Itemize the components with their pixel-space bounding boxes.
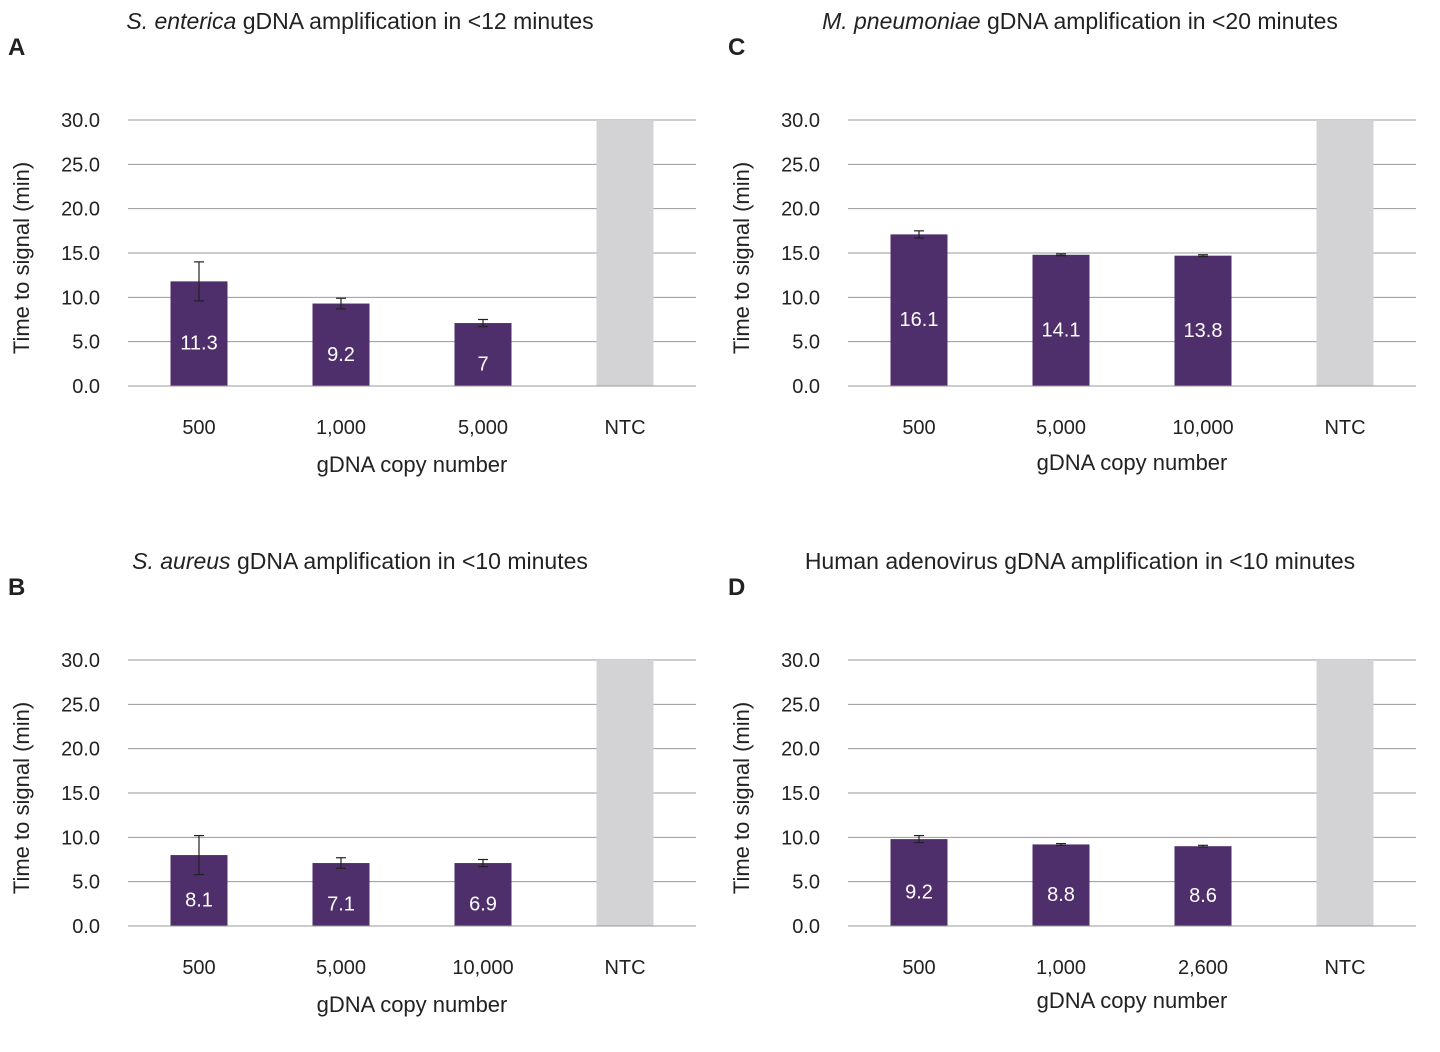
y-tick-label: 5.0 <box>72 332 100 354</box>
x-tick-label: 10,000 <box>1172 417 1233 439</box>
data-label: 8.6 <box>1189 885 1217 907</box>
y-tick-label: 30.0 <box>61 110 100 132</box>
y-tick-label: 20.0 <box>781 199 820 221</box>
bar <box>1316 660 1374 926</box>
chart-title: Human adenovirus gDNA amplification in <… <box>804 548 1356 574</box>
bar <box>890 839 948 926</box>
y-tick-label: 15.0 <box>61 783 100 805</box>
y-tick-label: 20.0 <box>61 199 100 221</box>
x-tick-label: 500 <box>182 957 215 979</box>
bar <box>454 863 512 926</box>
bar <box>1032 844 1090 926</box>
x-tick-label: 10,000 <box>452 957 513 979</box>
y-tick-label: 5.0 <box>792 872 820 894</box>
bar <box>312 303 370 386</box>
chart-plot: 0.0 5.0 10.0 15.0 20.0 25.0 30.0 11.3 500 9.2 1,00… <box>61 110 696 439</box>
y-tick-label: 25.0 <box>781 694 820 716</box>
x-tick-label: NTC <box>1324 957 1365 979</box>
bar <box>1316 120 1374 386</box>
y-tick-label: 30.0 <box>781 650 820 672</box>
y-tick-label: 15.0 <box>781 243 820 265</box>
bar <box>596 120 654 386</box>
x-tick-label: 5,000 <box>316 957 366 979</box>
x-tick-label: 5,000 <box>458 417 508 439</box>
y-tick-label: 25.0 <box>781 154 820 176</box>
x-tick-label: 5,000 <box>1036 417 1086 439</box>
chart-title: S. enterica gDNA amplification in <12 mi… <box>126 8 594 34</box>
y-tick-label: 10.0 <box>61 287 100 309</box>
y-tick-label: 20.0 <box>781 739 820 761</box>
x-tick-label: 1,000 <box>1036 957 1086 979</box>
panel-d: Human adenovirus gDNA amplification in <… <box>720 540 1440 1052</box>
bar <box>312 863 370 926</box>
y-tick-label: 15.0 <box>781 783 820 805</box>
y-tick-label: 0.0 <box>792 376 820 398</box>
x-axis-label: gDNA copy number <box>316 452 508 477</box>
y-tick-label: 0.0 <box>72 376 100 398</box>
bar <box>454 323 512 386</box>
bar <box>890 234 948 386</box>
panel-letter: D <box>728 574 746 601</box>
data-label: 8.1 <box>185 890 213 912</box>
panel-a: S. enterica gDNA amplification in <12 mi… <box>0 0 720 512</box>
y-tick-label: 20.0 <box>61 739 100 761</box>
panel-c: M. pneumoniae gDNA amplification in <20 … <box>720 0 1440 512</box>
data-label: 9.2 <box>327 344 355 366</box>
panel-letter: A <box>8 34 26 61</box>
x-tick-label: 500 <box>182 417 215 439</box>
x-tick-label: NTC <box>1324 417 1365 439</box>
x-tick-label: 1,000 <box>316 417 366 439</box>
data-label: 7 <box>477 354 488 376</box>
data-label: 13.8 <box>1184 320 1223 342</box>
bar <box>1174 846 1232 926</box>
data-label: 14.1 <box>1042 319 1081 341</box>
chart-plot: 0.0 5.0 10.0 15.0 20.0 25.0 30.0 16.1 500 14.1 5,0… <box>781 110 1416 439</box>
x-tick-label: NTC <box>604 957 645 979</box>
data-label: 6.9 <box>469 894 497 916</box>
y-tick-label: 30.0 <box>61 650 100 672</box>
data-label: 16.1 <box>900 309 939 331</box>
y-tick-label: 5.0 <box>792 332 820 354</box>
y-tick-label: 25.0 <box>61 154 100 176</box>
chart-plot: 0.0 5.0 10.0 15.0 20.0 25.0 30.0 9.2 500 8.8 1,000… <box>781 650 1416 979</box>
y-tick-label: 0.0 <box>792 916 820 938</box>
y-tick-label: 5.0 <box>72 872 100 894</box>
x-tick-label: 2,600 <box>1178 957 1228 979</box>
x-tick-label: 500 <box>902 417 935 439</box>
y-tick-label: 10.0 <box>61 827 100 849</box>
y-tick-label: 30.0 <box>781 110 820 132</box>
data-label: 9.2 <box>905 882 933 904</box>
panel-b: S. aureus gDNA amplification in <10 minu… <box>0 540 720 1052</box>
x-axis-label: gDNA copy number <box>1036 988 1228 1013</box>
bar <box>1032 254 1090 386</box>
x-tick-label: 500 <box>902 957 935 979</box>
y-tick-label: 10.0 <box>781 827 820 849</box>
panel-letter: B <box>8 574 26 601</box>
x-axis-label: gDNA copy number <box>1036 450 1228 475</box>
data-label: 11.3 <box>180 333 217 355</box>
data-label: 8.8 <box>1047 884 1075 906</box>
x-tick-label: NTC <box>604 417 645 439</box>
bar <box>1174 255 1232 386</box>
bar <box>596 660 654 926</box>
y-tick-label: 0.0 <box>72 916 100 938</box>
panel-letter: C <box>728 34 746 61</box>
y-tick-label: 10.0 <box>781 287 820 309</box>
chart-title: S. aureus gDNA amplification in <10 minu… <box>132 548 588 574</box>
data-label: 7.1 <box>327 894 355 916</box>
chart-plot: 0.0 5.0 10.0 15.0 20.0 25.0 30.0 8.1 500 7.1 5,000… <box>61 650 696 979</box>
x-axis-label: gDNA copy number <box>316 992 508 1017</box>
y-tick-label: 15.0 <box>61 243 100 265</box>
y-tick-label: 25.0 <box>61 694 100 716</box>
chart-title: M. pneumoniae gDNA amplification in <20 … <box>822 8 1338 34</box>
